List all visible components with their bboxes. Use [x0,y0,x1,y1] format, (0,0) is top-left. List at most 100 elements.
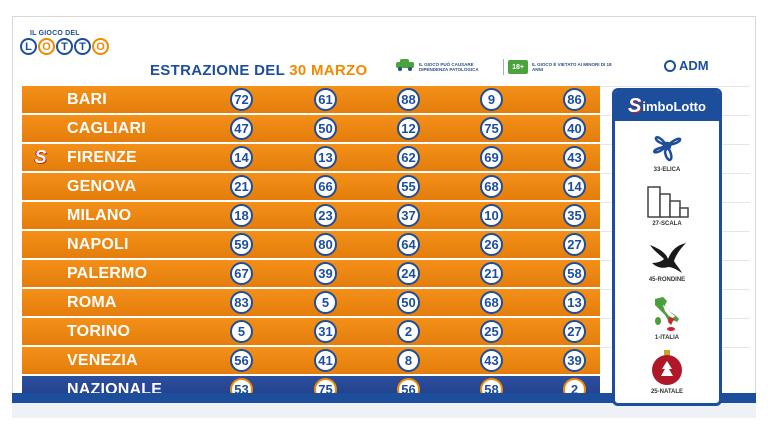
wheel-row: VENEZIA 56 41 8 43 39 [22,347,600,374]
logo-letter: O [38,38,55,55]
number-ball: 13 [314,146,337,169]
city-name: NAPOLI [67,236,129,253]
draw-title-prefix: ESTRAZIONE DEL [150,62,285,79]
number-ball: 27 [563,320,586,343]
age-badge: 18+ [508,60,528,74]
city-name: GENOVA [67,178,137,195]
number-ball: 61 [314,88,337,111]
number-ball: 35 [563,204,586,227]
wheel-row: TORINO 5 31 2 25 27 [22,318,600,345]
wheel-row: ROMA 83 5 50 68 13 [22,289,600,316]
symbol-item: 33-ELICA [615,127,719,173]
number-ball: 27 [563,233,586,256]
simbolotto-mark-icon: S [34,147,47,167]
warnings: IL GIOCO PUÒ CAUSARE DIPENDENZA PATOLOGI… [395,58,612,76]
number-ball: 12 [397,117,420,140]
number-ball: 13 [563,291,586,314]
symbol-label: 27-SCALA [652,221,682,227]
number-ball: 37 [397,204,420,227]
christmas-ornament-icon [615,349,719,387]
propeller-icon [615,127,719,165]
city-name: ROMA [67,294,117,311]
number-ball: 43 [480,349,503,372]
number-ball: 5 [230,320,253,343]
bottom-bar [12,393,756,403]
number-ball: 5 [314,291,337,314]
number-ball: 68 [480,175,503,198]
number-ball: 66 [314,175,337,198]
number-ball: 40 [563,117,586,140]
symbol-label: 25-NATALE [650,389,684,395]
logo-word: L O T T O [20,38,110,55]
simbolotto-title: imboLotto [642,98,706,114]
number-ball: 68 [480,291,503,314]
swallow-icon [615,239,719,275]
simbolotto-s: S [628,94,642,117]
adm-logo: ADM [664,58,709,73]
symbol-label: 45-RONDINE [648,277,686,283]
warning-minors: IL GIOCO È VIETATO AI MINORI DI 18 ANNI [532,62,612,72]
symbol-item: 1-ITALIA [615,295,719,341]
number-ball: 64 [397,233,420,256]
wheel-row: CAGLIARI 47 50 12 75 40 [22,115,600,142]
lotto-logo: IL GIOCO DEL L O T T O [20,30,110,55]
symbol-label: 33-ELICA [653,167,681,173]
draw-date: 30 MARZO [289,62,368,79]
number-ball: 18 [230,204,253,227]
logo-letter: T [74,38,91,55]
number-ball: 47 [230,117,253,140]
adm-text: ADM [679,58,709,73]
wheel-row: MILANO 18 23 37 10 35 [22,202,600,229]
symbol-item: 45-RONDINE [615,239,719,283]
logo-letter: L [20,38,37,55]
results-table: BARI 72 61 88 9 86 CAGLIARI 47 50 12 75 40 S FIRENZE 1… [22,86,600,405]
car-icon [395,58,415,76]
number-ball: 55 [397,175,420,198]
number-ball: 8 [397,349,420,372]
simbolotto-logo: S imboLotto [615,91,719,121]
number-ball: 83 [230,291,253,314]
number-ball: 67 [230,262,253,285]
warning-addiction: IL GIOCO PUÒ CAUSARE DIPENDENZA PATOLOGI… [419,62,479,72]
number-ball: 50 [314,117,337,140]
wheel-row: S FIRENZE 14 13 62 69 43 [22,144,600,171]
city-name: MILANO [67,207,132,224]
city-name: FIRENZE [67,149,137,166]
symbol-item: 27-SCALA [615,185,719,227]
number-ball: 2 [397,320,420,343]
number-ball: 75 [480,117,503,140]
draw-title: ESTRAZIONE DEL 30 MARZO [150,62,368,79]
number-ball: 14 [563,175,586,198]
city-name: VENEZIA [67,352,138,369]
number-ball: 23 [314,204,337,227]
number-ball: 43 [563,146,586,169]
bottom-strip [12,403,756,418]
wheel-row: NAPOLI 59 80 64 26 27 [22,231,600,258]
number-ball: 59 [230,233,253,256]
stairs-icon [615,185,719,219]
city-name: PALERMO [67,265,148,282]
adm-emblem-icon [664,59,676,72]
wheel-row: PALERMO 67 39 24 21 58 [22,260,600,287]
number-ball: 21 [230,175,253,198]
number-ball: 25 [480,320,503,343]
symbol-label: 1-ITALIA [654,335,680,341]
number-ball: 58 [563,262,586,285]
number-ball: 14 [230,146,253,169]
city-name: BARI [67,91,107,108]
number-ball: 72 [230,88,253,111]
simbolotto-panel: S imboLotto 33-ELICA [612,88,722,406]
logo-letter: O [92,38,109,55]
number-ball: 24 [397,262,420,285]
symbol-item: 25-NATALE [615,349,719,395]
number-ball: 10 [480,204,503,227]
italy-icon [615,295,719,333]
number-ball: 80 [314,233,337,256]
wheel-row: BARI 72 61 88 9 86 [22,86,600,113]
logo-top-text: IL GIOCO DEL [30,30,80,37]
number-ball: 56 [230,349,253,372]
wheel-row: GENOVA 21 66 55 68 14 [22,173,600,200]
number-ball: 62 [397,146,420,169]
number-ball: 88 [397,88,420,111]
city-name: TORINO [67,323,131,340]
